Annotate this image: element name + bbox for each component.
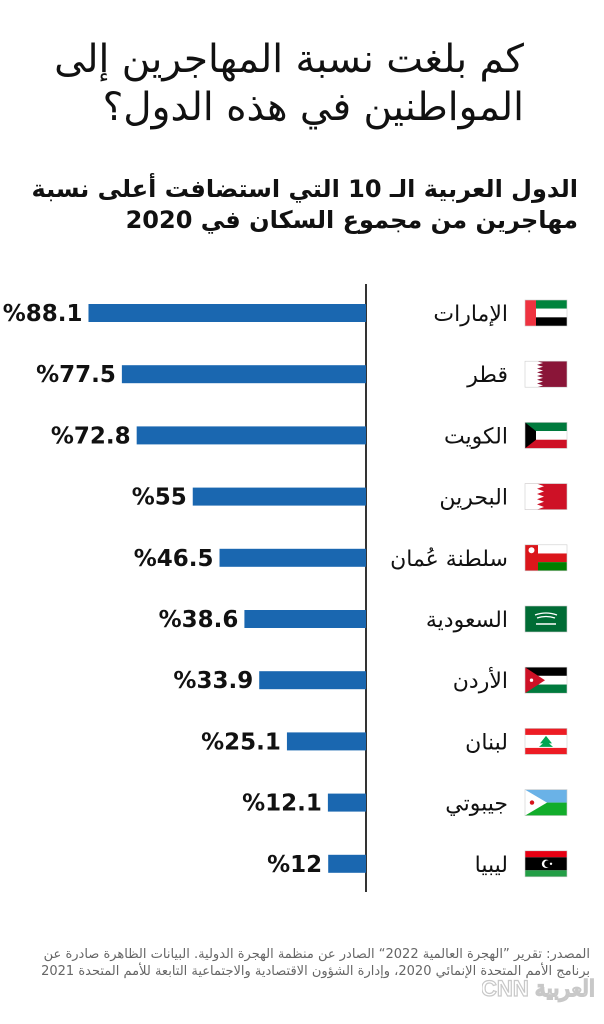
- data-label: %77.5: [36, 362, 116, 388]
- bahrain-flag-icon: [524, 483, 568, 510]
- bar: [88, 304, 367, 322]
- svg-text:CNN العربية: CNN العربية: [482, 976, 594, 1002]
- data-label: %33.9: [173, 668, 253, 694]
- chart-title: كم بلغت نسبة المهاجرين إلى المواطنين في …: [54, 37, 524, 130]
- category-label: سلطنة عُمان: [390, 547, 508, 572]
- data-label: %46.5: [134, 546, 214, 572]
- bar: [259, 671, 366, 690]
- cnn-arabic-logo: CNN العربية: [482, 975, 594, 1002]
- category-label: ليبيا: [475, 853, 508, 878]
- category-label: جيبوتي: [445, 792, 508, 817]
- category-label: الأردن: [453, 667, 508, 694]
- data-label: %38.6: [159, 607, 239, 633]
- data-label: %72.8: [51, 423, 131, 449]
- bar-chart: %88.1 الإمارات %77.5 قطر %72.8 الكويت %55 البحر…: [3, 284, 568, 892]
- data-label: %12: [267, 852, 322, 878]
- bar: [192, 487, 366, 506]
- kuwait-flag-icon: [524, 422, 568, 449]
- bar: [328, 854, 366, 873]
- category-label: الكويت: [444, 424, 508, 449]
- qatar-flag-icon: [524, 360, 568, 388]
- data-label: %88.1: [3, 301, 83, 327]
- category-label: لبنان: [465, 730, 508, 755]
- category-label: الإمارات: [433, 302, 508, 327]
- data-label: %12.1: [242, 791, 322, 817]
- bar: [244, 610, 366, 628]
- category-label: البحرين: [439, 486, 508, 511]
- djibouti-flag-icon: [524, 789, 568, 816]
- lebanon-flag-icon: [524, 728, 568, 755]
- uae-flag-icon: [524, 299, 568, 327]
- source-note: المصدر: تقرير ”الهجرة العالمية 2022“ الص…: [41, 947, 590, 979]
- bar: [121, 365, 366, 384]
- bar: [219, 548, 366, 567]
- jordan-flag-icon: [524, 666, 568, 694]
- bar: [327, 793, 366, 812]
- libya-flag-icon: [524, 850, 568, 878]
- chart-subtitle: الدول العربية الـ 10 التي استضافت أعلى ن…: [31, 175, 578, 234]
- bar: [286, 732, 366, 751]
- data-label: %25.1: [201, 729, 281, 755]
- category-label: السعودية: [426, 608, 508, 633]
- oman-flag-icon: [524, 544, 568, 572]
- saudi-flag-icon: [524, 605, 568, 633]
- bar: [136, 426, 366, 445]
- data-label: %55: [132, 485, 187, 511]
- category-label: قطر: [466, 363, 508, 388]
